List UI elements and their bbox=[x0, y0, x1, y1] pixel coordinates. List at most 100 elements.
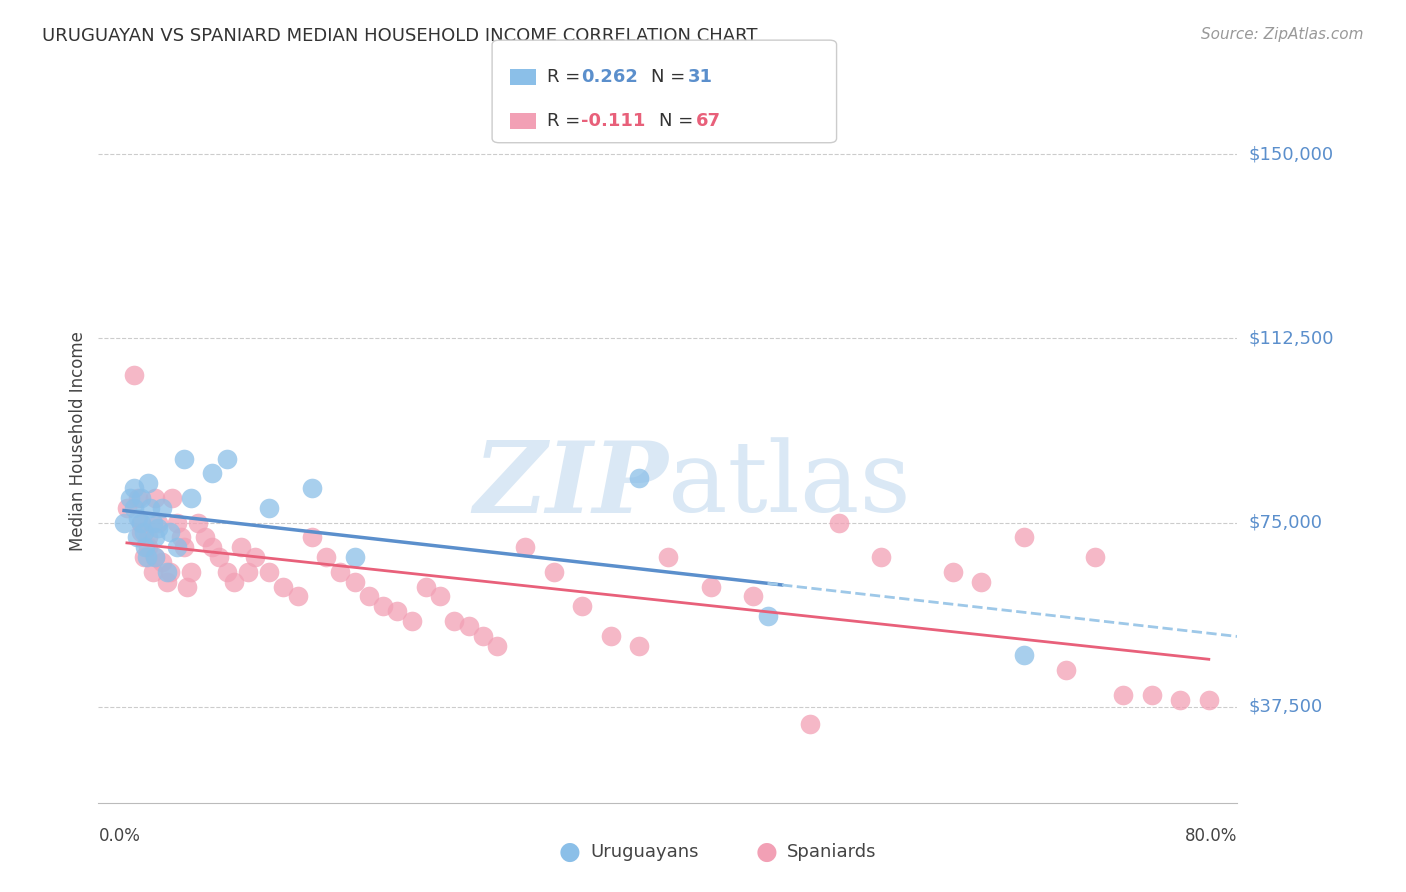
Point bbox=[1112, 688, 1135, 702]
Text: $75,000: $75,000 bbox=[1249, 514, 1323, 532]
Point bbox=[215, 565, 238, 579]
Point bbox=[129, 525, 152, 540]
Point bbox=[125, 530, 148, 544]
Text: 0.0%: 0.0% bbox=[98, 828, 141, 846]
Point bbox=[145, 549, 167, 564]
Point bbox=[1140, 688, 1163, 702]
Point bbox=[145, 530, 167, 544]
Point bbox=[173, 451, 195, 466]
Point bbox=[259, 565, 281, 579]
Point bbox=[243, 549, 266, 564]
Point bbox=[166, 540, 188, 554]
Text: 0.262: 0.262 bbox=[581, 69, 637, 87]
Text: URUGUAYAN VS SPANIARD MEDIAN HOUSEHOLD INCOME CORRELATION CHART: URUGUAYAN VS SPANIARD MEDIAN HOUSEHOLD I… bbox=[42, 27, 758, 45]
Point bbox=[132, 549, 155, 564]
Point bbox=[145, 549, 167, 564]
Point bbox=[145, 491, 167, 505]
Point bbox=[208, 549, 231, 564]
Point bbox=[343, 574, 366, 589]
Point bbox=[1084, 549, 1107, 564]
Point bbox=[159, 525, 181, 540]
Point bbox=[122, 500, 145, 515]
Point bbox=[236, 565, 259, 579]
Text: $112,500: $112,500 bbox=[1249, 329, 1334, 347]
Text: 31: 31 bbox=[688, 69, 713, 87]
Text: Uruguayans: Uruguayans bbox=[591, 843, 699, 861]
Point bbox=[159, 565, 181, 579]
Point bbox=[828, 516, 851, 530]
Text: ●: ● bbox=[558, 840, 581, 863]
Text: Source: ZipAtlas.com: Source: ZipAtlas.com bbox=[1201, 27, 1364, 42]
Point bbox=[180, 491, 202, 505]
Text: ZIP: ZIP bbox=[472, 437, 668, 533]
Text: N =: N = bbox=[651, 69, 690, 87]
Y-axis label: Median Household Income: Median Household Income bbox=[69, 332, 87, 551]
Point bbox=[373, 599, 395, 614]
Point bbox=[486, 639, 509, 653]
Point bbox=[132, 525, 155, 540]
Point bbox=[127, 510, 149, 524]
Point bbox=[115, 500, 138, 515]
Text: R =: R = bbox=[547, 112, 586, 130]
Point bbox=[628, 471, 651, 485]
Point bbox=[129, 516, 152, 530]
Point bbox=[162, 491, 184, 505]
Text: R =: R = bbox=[547, 69, 586, 87]
Point bbox=[122, 368, 145, 383]
Point bbox=[141, 516, 163, 530]
Point bbox=[122, 481, 145, 495]
Point bbox=[429, 590, 451, 604]
Point bbox=[1012, 530, 1035, 544]
Point bbox=[756, 609, 779, 624]
Point bbox=[401, 614, 423, 628]
Point bbox=[229, 540, 252, 554]
Point bbox=[571, 599, 593, 614]
Point bbox=[201, 540, 224, 554]
Point bbox=[127, 491, 149, 505]
Point bbox=[970, 574, 993, 589]
Point bbox=[156, 565, 179, 579]
Point bbox=[180, 565, 202, 579]
Point bbox=[129, 516, 152, 530]
Point bbox=[170, 530, 193, 544]
Point bbox=[329, 565, 352, 579]
Point bbox=[148, 516, 170, 530]
Point bbox=[259, 500, 281, 515]
Text: 67: 67 bbox=[696, 112, 721, 130]
Point bbox=[135, 549, 157, 564]
Point bbox=[357, 590, 380, 604]
Point bbox=[287, 590, 309, 604]
Text: 80.0%: 80.0% bbox=[1185, 828, 1237, 846]
Point bbox=[136, 540, 159, 554]
Point bbox=[301, 530, 323, 544]
Point bbox=[134, 540, 156, 554]
Point bbox=[628, 639, 651, 653]
Point bbox=[173, 540, 195, 554]
Text: ●: ● bbox=[755, 840, 778, 863]
Point bbox=[273, 580, 295, 594]
Point bbox=[1056, 663, 1078, 677]
Point bbox=[415, 580, 437, 594]
Point bbox=[457, 619, 479, 633]
Point bbox=[141, 565, 163, 579]
Point bbox=[152, 555, 174, 569]
Point bbox=[118, 491, 141, 505]
Point bbox=[112, 516, 135, 530]
Point bbox=[942, 565, 965, 579]
Point bbox=[1012, 648, 1035, 663]
Point bbox=[176, 580, 198, 594]
Point bbox=[471, 629, 494, 643]
Point bbox=[387, 604, 409, 618]
Point bbox=[156, 574, 179, 589]
Point bbox=[194, 530, 217, 544]
Point bbox=[222, 574, 245, 589]
Point bbox=[138, 500, 160, 515]
Text: N =: N = bbox=[659, 112, 699, 130]
Point bbox=[543, 565, 565, 579]
Point bbox=[136, 476, 159, 491]
Point bbox=[343, 549, 366, 564]
Point bbox=[129, 491, 152, 505]
Point bbox=[657, 549, 679, 564]
Point bbox=[136, 530, 159, 544]
Point bbox=[315, 549, 337, 564]
